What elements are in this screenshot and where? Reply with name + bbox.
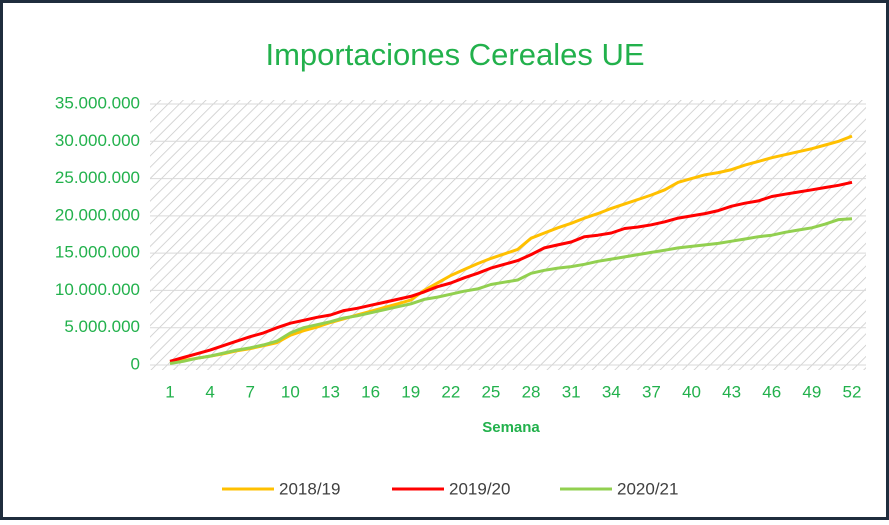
chart-title: Importaciones Cereales UE bbox=[265, 37, 644, 72]
line-series bbox=[169, 217, 853, 365]
x-tick-label: 49 bbox=[802, 382, 821, 401]
x-tick-label: 31 bbox=[562, 382, 581, 401]
x-tick-label: 43 bbox=[722, 382, 741, 401]
x-tick-label: 1 bbox=[165, 382, 174, 401]
x-tick-label: 13 bbox=[321, 382, 340, 401]
y-tick-label: 0 bbox=[131, 354, 140, 373]
x-tick-label: 52 bbox=[843, 382, 862, 401]
x-tick-label: 16 bbox=[361, 382, 380, 401]
x-tick-label: 28 bbox=[522, 382, 541, 401]
y-tick-label: 15.000.000 bbox=[55, 243, 140, 262]
line-series bbox=[169, 134, 853, 365]
legend-label: 2020/21 bbox=[617, 479, 678, 498]
y-tick-label: 30.000.000 bbox=[55, 131, 140, 150]
x-tick-label: 19 bbox=[401, 382, 420, 401]
y-tick-label: 20.000.000 bbox=[55, 205, 140, 224]
x-tick-label: 7 bbox=[246, 382, 255, 401]
x-tick-label: 4 bbox=[205, 382, 214, 401]
x-tick-label: 40 bbox=[682, 382, 701, 401]
line-series bbox=[169, 180, 853, 363]
x-tick-label: 46 bbox=[762, 382, 781, 401]
x-axis-label: Semana bbox=[482, 419, 540, 436]
y-tick-label: 10.000.000 bbox=[55, 280, 140, 299]
y-tick-label: 35.000.000 bbox=[55, 93, 140, 112]
legend-label: 2019/20 bbox=[449, 479, 510, 498]
x-tick-label: 10 bbox=[281, 382, 300, 401]
x-tick-label: 37 bbox=[642, 382, 661, 401]
y-tick-label: 25.000.000 bbox=[55, 168, 140, 187]
plot-area bbox=[150, 100, 866, 370]
x-tick-label: 22 bbox=[441, 382, 460, 401]
y-tick-label: 5.000.000 bbox=[64, 317, 140, 336]
legend-label: 2018/19 bbox=[279, 479, 340, 498]
x-tick-label: 25 bbox=[481, 382, 500, 401]
x-tick-label: 34 bbox=[602, 382, 621, 401]
